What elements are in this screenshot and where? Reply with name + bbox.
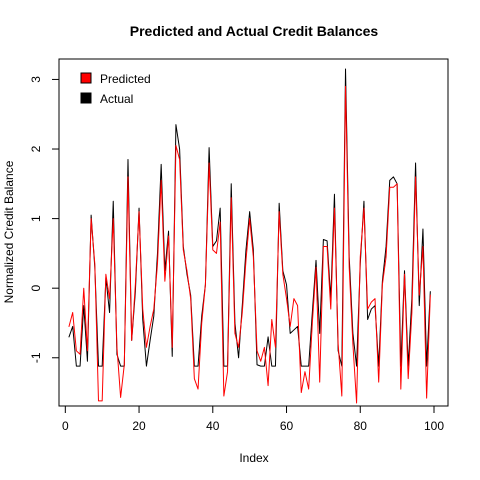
- x-tick-label: 80: [354, 419, 368, 433]
- legend-label-actual: Actual: [100, 92, 133, 106]
- x-tick-label: 40: [206, 419, 220, 433]
- y-tick-label: -1: [29, 352, 43, 363]
- y-tick-label: 1: [29, 215, 43, 222]
- x-tick-label: 60: [280, 419, 294, 433]
- y-axis-label: Normalized Credit Balance: [2, 160, 16, 303]
- y-tick-label: 2: [29, 145, 43, 152]
- legend-swatch-actual: [80, 92, 92, 104]
- x-tick-label: 100: [424, 419, 444, 433]
- y-tick-label: 0: [29, 285, 43, 292]
- legend-swatch-predicted: [80, 72, 92, 84]
- x-axis-label: Index: [239, 451, 268, 465]
- series-line-predicted: [68, 85, 431, 404]
- x-tick-label: 0: [62, 419, 69, 433]
- legend-label-predicted: Predicted: [100, 72, 151, 86]
- y-tick-label: 3: [29, 76, 43, 83]
- x-tick-label: 20: [132, 419, 146, 433]
- chart-title: Predicted and Actual Credit Balances: [130, 23, 379, 39]
